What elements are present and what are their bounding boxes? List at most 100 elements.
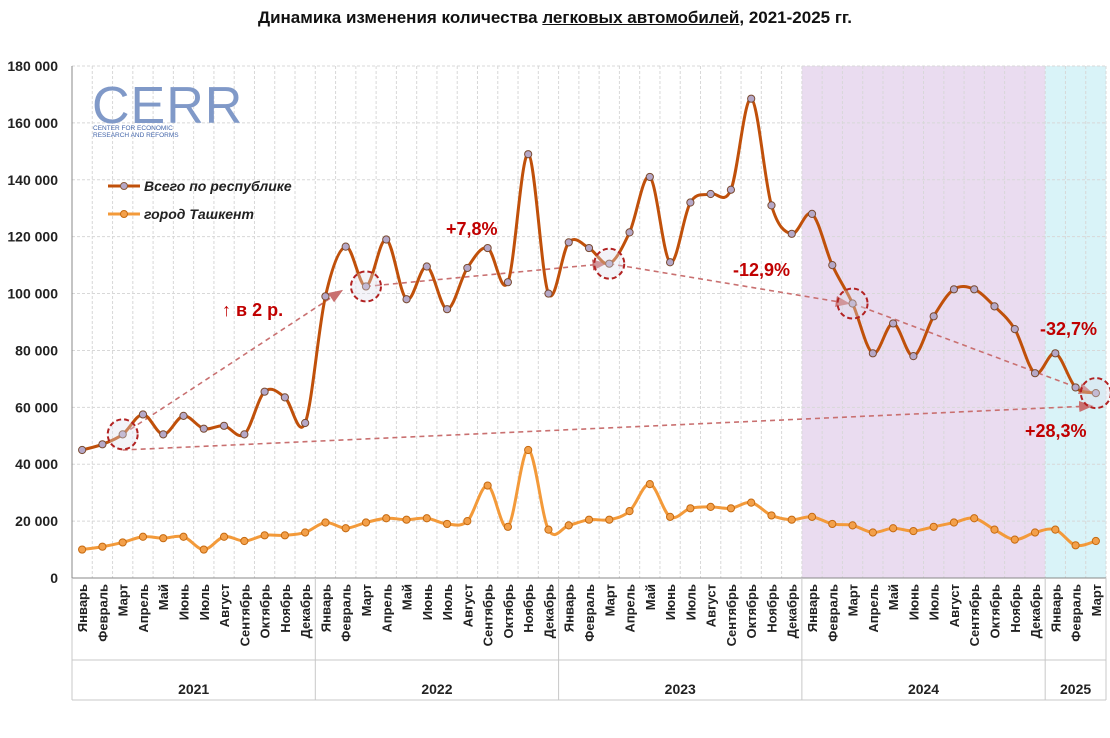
data-point <box>361 518 371 527</box>
x-tick-label: Апрель <box>623 584 638 633</box>
data-point <box>990 525 999 534</box>
highlight-circle <box>1079 377 1110 410</box>
data-point <box>787 229 796 238</box>
data-point <box>544 525 553 534</box>
y-tick-label: 20 000 <box>15 513 58 529</box>
data-point <box>929 312 938 321</box>
x-tick-label: Сентябрь <box>724 584 739 646</box>
data-point <box>280 393 289 402</box>
x-tick-label: Октябрь <box>501 584 516 639</box>
data-point <box>422 514 431 523</box>
data-point <box>645 172 654 182</box>
data-point <box>341 242 350 251</box>
x-tick-label: Август <box>704 584 719 627</box>
data-point <box>483 243 492 253</box>
x-tick-label: Июль <box>440 584 455 620</box>
x-tick-label: Май <box>643 584 658 610</box>
year-label: 2024 <box>908 681 939 697</box>
x-tick-label: Октябрь <box>744 584 759 639</box>
data-point <box>159 534 168 543</box>
shaded-period-1 <box>1045 66 1106 578</box>
data-point <box>889 524 898 533</box>
data-point <box>686 198 695 207</box>
data-point <box>848 521 857 530</box>
data-point <box>118 538 127 547</box>
trend-arrow-2 <box>609 262 851 307</box>
data-point <box>260 531 269 540</box>
x-tick-label: Январь <box>562 584 577 632</box>
data-point <box>686 504 695 513</box>
data-point <box>929 522 938 531</box>
data-point <box>970 285 979 294</box>
trend-arrow-1 <box>365 259 607 288</box>
year-label: 2025 <box>1060 681 1091 697</box>
data-point <box>138 532 148 541</box>
x-tick-label: Июль <box>683 584 698 620</box>
data-point <box>787 515 796 524</box>
x-tick-label: Май <box>400 584 415 610</box>
data-point <box>179 411 188 420</box>
data-point <box>990 302 999 311</box>
x-tick-label: Сентябрь <box>237 584 252 646</box>
highlight-circle <box>593 247 626 280</box>
title-part-1: Динамика изменения количества <box>257 8 543 27</box>
data-point <box>301 418 310 428</box>
data-point <box>483 481 492 490</box>
data-point <box>382 514 391 523</box>
data-point <box>828 519 837 529</box>
highlight-circle <box>106 418 139 451</box>
x-tick-label: Январь <box>75 584 90 632</box>
data-point <box>219 421 229 430</box>
data-point <box>260 387 269 396</box>
x-tick-label: Ноябрь <box>1008 584 1023 633</box>
data-point <box>240 430 249 439</box>
data-point <box>584 243 594 253</box>
data-point <box>463 517 472 526</box>
x-tick-label: Декабрь <box>541 584 556 638</box>
data-point <box>199 424 208 433</box>
legend: Всего по республике город Ташкент <box>108 178 292 222</box>
y-tick-label: 60 000 <box>15 399 58 415</box>
data-point <box>807 209 817 219</box>
x-tick-label: Июнь <box>663 584 678 620</box>
data-point <box>301 528 310 537</box>
data-point <box>503 522 513 531</box>
x-tick-label: Август <box>217 584 232 627</box>
data-point <box>767 511 776 520</box>
x-tick-label: Октябрь <box>258 584 273 639</box>
data-point <box>726 185 736 194</box>
x-tick-label: Июль <box>197 584 212 620</box>
highlight-circle <box>836 287 869 320</box>
x-tick-label: Декабрь <box>785 584 800 638</box>
data-point <box>544 289 553 298</box>
data-point <box>138 410 148 419</box>
data-point <box>280 531 289 540</box>
data-point <box>889 319 898 328</box>
x-tick-label: Декабрь <box>298 584 313 638</box>
data-point <box>1010 535 1019 544</box>
annotation-label: ↑ в 2 р. <box>222 300 283 320</box>
x-tick-label: Июнь <box>906 584 921 620</box>
data-point <box>422 262 431 271</box>
x-tick-label: Июнь <box>420 584 435 620</box>
x-tick-label: Март <box>1089 584 1104 616</box>
data-point <box>341 524 350 533</box>
x-tick-label: Ноябрь <box>521 584 536 633</box>
data-point <box>524 150 533 159</box>
x-tick-label: Май <box>156 584 171 610</box>
y-tick-label: 160 000 <box>7 115 58 131</box>
x-tick-label: Декабрь <box>1028 584 1043 638</box>
data-point <box>706 189 715 199</box>
data-point <box>970 514 979 523</box>
data-point <box>98 440 107 449</box>
annotation-label: -32,7% <box>1040 319 1097 339</box>
x-tick-label: Май <box>886 584 901 610</box>
x-tick-label: Сентябрь <box>481 584 496 646</box>
year-label: 2022 <box>421 681 452 697</box>
x-tick-label: Март <box>359 584 374 616</box>
data-point <box>747 94 756 103</box>
data-point <box>78 445 87 455</box>
data-point <box>625 228 634 237</box>
y-tick-label: 100 000 <box>7 286 58 302</box>
